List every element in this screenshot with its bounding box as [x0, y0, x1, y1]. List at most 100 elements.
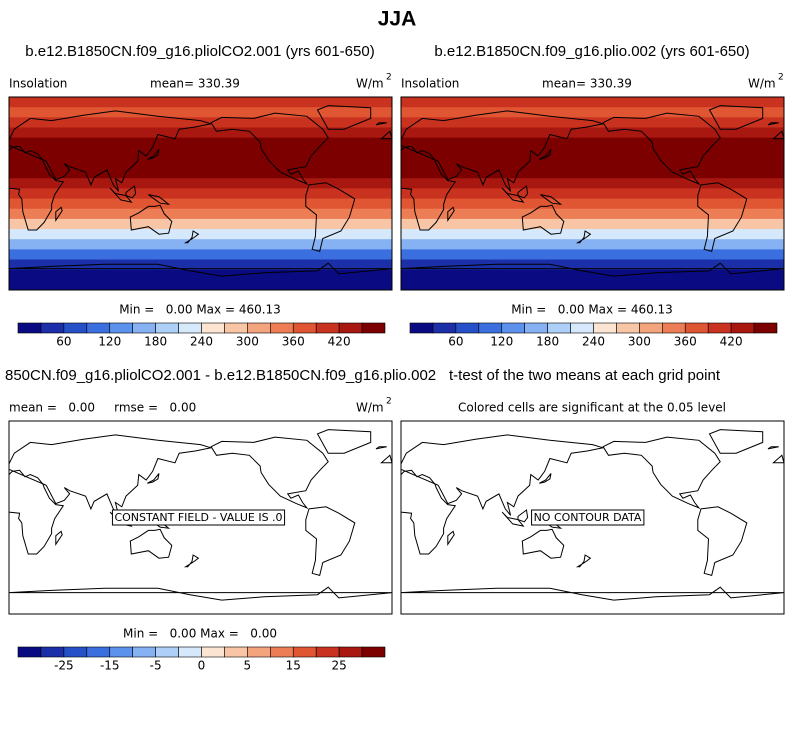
colorbar-box	[432, 322, 457, 334]
coastline	[772, 130, 785, 140]
map-band	[9, 97, 392, 108]
coastline	[8, 145, 65, 231]
map-band	[401, 127, 784, 139]
map-band	[401, 147, 784, 159]
map-band	[401, 229, 784, 240]
stats: Min = 0.00 Max = 460.13	[511, 303, 673, 317]
colorbar-box	[40, 322, 65, 334]
panel-title: b.e12.B1850CN.f09_g16.pliolCO2.001 (yrs …	[25, 43, 374, 60]
colorbar-box	[501, 322, 525, 334]
coastline	[129, 204, 173, 235]
units-power: 2	[778, 73, 784, 83]
map	[400, 97, 785, 291]
colorbar-box	[155, 646, 179, 658]
colorbar-box	[155, 322, 179, 334]
colorbar-label: 360	[674, 335, 697, 349]
colorbar-box	[224, 646, 248, 658]
coastline	[521, 528, 565, 559]
colorbar-box	[570, 322, 594, 334]
coastline	[517, 509, 529, 523]
colorbar-box	[361, 646, 386, 658]
coastline	[575, 554, 592, 568]
map-band	[9, 249, 392, 261]
colorbar-label: -25	[54, 659, 74, 673]
colorbar-label: 120	[490, 335, 513, 349]
coastline	[539, 473, 552, 484]
figure-title: JJA	[378, 8, 417, 31]
map-band	[9, 107, 392, 118]
colorbar-label: -5	[150, 659, 162, 673]
coastline	[521, 204, 565, 235]
colorbar-box	[247, 646, 271, 658]
colorbar-label: -15	[100, 659, 120, 673]
coastline	[8, 434, 212, 516]
colorbar-box	[593, 322, 617, 334]
colorbar-box	[730, 322, 755, 334]
map-band	[401, 239, 784, 250]
colorbar-box	[524, 322, 548, 334]
colorbar-box	[547, 322, 571, 334]
coastline	[697, 506, 748, 577]
coastline	[767, 446, 779, 450]
coastline	[210, 436, 329, 510]
coastline	[125, 185, 137, 199]
map-band	[9, 208, 392, 220]
colorbar-box	[662, 322, 686, 334]
map-band	[9, 168, 392, 179]
map-band	[401, 188, 784, 200]
coastline	[501, 511, 525, 527]
map-band	[9, 178, 392, 189]
mean-label: mean= 330.39	[542, 77, 632, 91]
colorbar-box	[201, 646, 225, 658]
colorbar-label: 360	[282, 335, 305, 349]
units-power: 2	[386, 397, 392, 407]
colorbar-label: 60	[448, 335, 463, 349]
colorbar-label: 0	[198, 659, 206, 673]
coastline	[316, 105, 372, 130]
field-name: Insolation	[9, 77, 67, 91]
coastline	[400, 110, 604, 192]
map	[400, 429, 785, 601]
colorbar-label: 180	[144, 335, 167, 349]
map-band	[9, 269, 392, 281]
colorbar-box	[40, 646, 65, 658]
colorbar-label: 15	[286, 659, 301, 673]
map-band	[9, 279, 392, 291]
coastline	[210, 112, 329, 186]
coastline	[697, 182, 748, 253]
coastline	[8, 469, 65, 555]
map-band	[9, 137, 392, 149]
mean-label: mean = 0.00 rmse = 0.00	[9, 401, 196, 415]
colorbar-box	[361, 322, 386, 334]
units-power: 2	[386, 73, 392, 83]
colorbar-box	[338, 646, 363, 658]
coastline	[708, 429, 764, 454]
map-band	[9, 117, 392, 128]
colorbar-box	[86, 646, 111, 658]
coastline	[8, 586, 393, 601]
map-band	[401, 218, 784, 230]
map-band	[9, 259, 392, 271]
coastline	[8, 262, 393, 277]
coastline	[517, 185, 529, 199]
map-band	[401, 97, 784, 108]
coastline	[767, 122, 779, 126]
note-box	[111, 509, 286, 526]
coastline	[55, 530, 63, 546]
coastline	[148, 194, 171, 205]
coastline	[380, 454, 393, 464]
colorbar-box	[201, 322, 225, 334]
coastline	[375, 446, 387, 450]
coastline	[400, 586, 785, 601]
map-frame	[8, 420, 393, 615]
colorbar-box	[86, 322, 111, 334]
colorbar-label: 300	[628, 335, 651, 349]
map-band	[401, 178, 784, 189]
colorbar-label: 5	[244, 659, 252, 673]
units: W/m	[356, 401, 384, 415]
map-band	[9, 218, 392, 230]
coastline	[501, 187, 525, 203]
map-band	[401, 107, 784, 118]
colorbar-box	[707, 322, 732, 334]
colorbar-box	[616, 322, 640, 334]
